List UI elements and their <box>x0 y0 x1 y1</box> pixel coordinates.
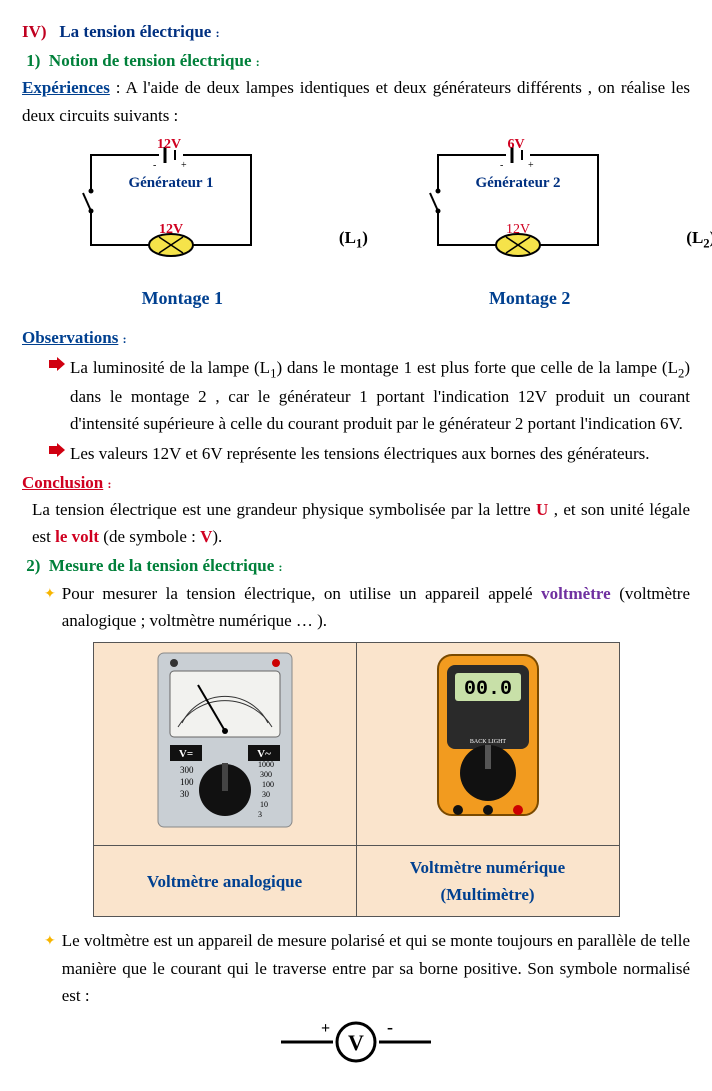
montage-1-label: Montage 1 <box>22 284 343 313</box>
circuit-1-lamp-label: (L1) <box>339 228 368 247</box>
circuit-2-lamp-label: (L2) <box>686 228 712 247</box>
svg-text:-: - <box>153 160 156 171</box>
digital-caption: Voltmètre numérique(Multimètre) <box>356 845 619 916</box>
conclusion-text: La tension électrique est une grandeur p… <box>22 496 690 550</box>
circuits-row: - + 12V Générateur 1 12V (L1) Montage 1 … <box>22 135 690 313</box>
subsection-1-heading: 1) Notion de tension électrique : <box>22 47 690 74</box>
measure-text-1: ✦ Pour mesurer la tension électrique, on… <box>22 580 690 634</box>
svg-text:30: 30 <box>262 790 270 799</box>
arrow-icon <box>48 356 70 372</box>
svg-text:300: 300 <box>260 770 272 779</box>
arrow-icon <box>48 442 70 458</box>
observation-1-text: La luminosité de la lampe (L1) dans le m… <box>70 354 690 438</box>
sub2-title: Mesure de la tension électrique <box>49 556 274 575</box>
digital-voltmeter-svg: 00.0 BACK LIGHT <box>413 645 563 835</box>
svg-text:1000: 1000 <box>258 760 274 769</box>
voltmeter-symbol: V + - <box>22 1019 690 1073</box>
conclusion-label: Conclusion <box>22 473 103 492</box>
star-icon: ✦ <box>44 931 56 953</box>
svg-text:3: 3 <box>258 810 262 819</box>
observation-2-text: Les valeurs 12V et 6V représente les ten… <box>70 440 690 467</box>
sub1-title: Notion de tension électrique <box>49 51 252 70</box>
circuit-2-gen-label: Générateur 2 <box>475 175 560 191</box>
svg-text:V: V <box>348 1030 364 1055</box>
svg-text:BACK LIGHT: BACK LIGHT <box>469 739 505 745</box>
subsection-2-heading: 2) Mesure de la tension électrique : <box>22 552 690 579</box>
circuit-2-gen-volts: 6V <box>507 137 524 152</box>
svg-text:+: + <box>321 1020 330 1037</box>
experiences-label: Expériences <box>22 78 110 97</box>
svg-text:V=: V= <box>178 748 192 760</box>
section-title: La tension électrique <box>59 22 211 41</box>
svg-text:100: 100 <box>262 780 274 789</box>
voltmeter-symbol-svg: V + - <box>271 1019 441 1065</box>
sub1-number: 1) <box>26 51 40 70</box>
observation-2: Les valeurs 12V et 6V représente les ten… <box>22 440 690 467</box>
conclusion-heading: Conclusion : <box>22 469 690 496</box>
circuit-1-svg: - + 12V Générateur 1 12V <box>41 135 291 265</box>
experiences-text: : A l'aide de deux lampes identiques et … <box>22 78 690 124</box>
circuit-1-lamp-volts: 12V <box>159 222 183 237</box>
svg-text:30: 30 <box>180 789 190 799</box>
sub2-number: 2) <box>26 556 40 575</box>
digital-voltmeter-cell: 00.0 BACK LIGHT <box>356 642 619 845</box>
observations-label: Observations <box>22 328 118 347</box>
section-number: IV) <box>22 22 47 41</box>
svg-text:10: 10 <box>260 800 268 809</box>
observation-1: La luminosité de la lampe (L1) dans le m… <box>22 354 690 438</box>
voltmeter-table: V= V~ 300 100 30 1000 300 100 30 10 3 <box>93 642 620 917</box>
experiences-line: Expériences : A l'aide de deux lampes id… <box>22 74 690 128</box>
svg-text:V~: V~ <box>257 748 271 760</box>
circuit-2-svg: - + 6V Générateur 2 12V <box>388 135 638 265</box>
svg-text:+: + <box>181 160 187 171</box>
sub2-sep: : <box>279 560 283 574</box>
circuit-2: - + 6V Générateur 2 12V (L2) Montage 2 <box>369 135 690 313</box>
analog-voltmeter-cell: V= V~ 300 100 30 1000 300 100 30 10 3 <box>93 642 356 845</box>
svg-text:-: - <box>387 1019 393 1037</box>
analog-caption: Voltmètre analogique <box>93 845 356 916</box>
circuit-1-gen-volts: 12V <box>157 137 181 152</box>
section-heading: IV) La tension électrique : <box>22 18 690 45</box>
svg-text:+: + <box>528 160 534 171</box>
analog-voltmeter-svg: V= V~ 300 100 30 1000 300 100 30 10 3 <box>140 645 310 835</box>
circuit-1: - + 12V Générateur 1 12V (L1) Montage 1 <box>22 135 343 313</box>
montage-2-label: Montage 2 <box>369 284 690 313</box>
measure-text-2: ✦ Le voltmètre est un appareil de mesure… <box>22 927 690 1009</box>
sub1-sep: : <box>256 55 260 69</box>
star-icon: ✦ <box>44 584 56 606</box>
observations-heading: Observations : <box>22 324 690 351</box>
svg-text:-: - <box>500 160 503 171</box>
digital-display: 00.0 <box>463 678 511 701</box>
svg-text:300: 300 <box>180 765 194 775</box>
section-sep: : <box>216 26 220 40</box>
svg-text:100: 100 <box>180 777 194 787</box>
circuit-1-gen-label: Générateur 1 <box>128 175 213 191</box>
circuit-2-lamp-volts: 12V <box>506 222 530 237</box>
